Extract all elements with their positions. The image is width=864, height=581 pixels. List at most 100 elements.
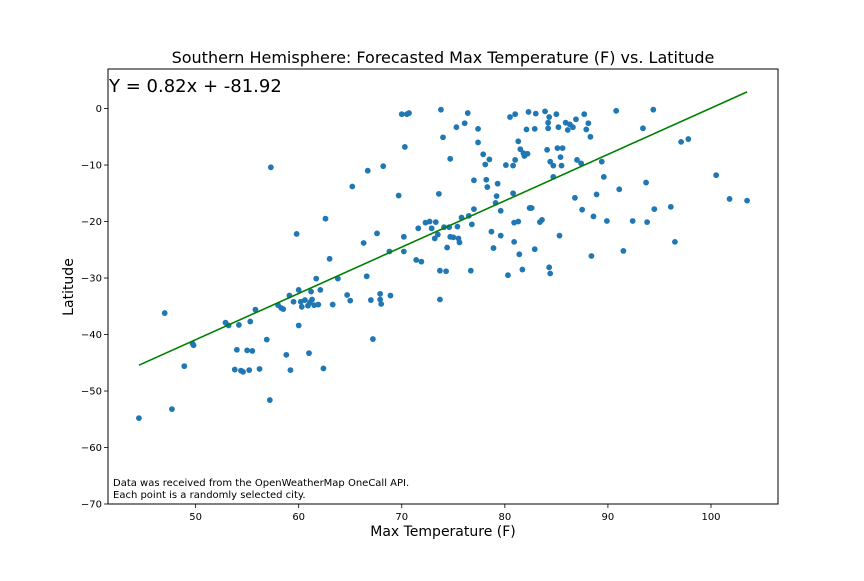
data-point xyxy=(453,124,460,131)
data-point xyxy=(247,318,254,325)
data-point xyxy=(444,244,451,251)
data-point xyxy=(456,239,463,246)
data-point xyxy=(497,232,504,239)
data-point xyxy=(546,114,553,120)
data-point xyxy=(678,138,685,145)
data-point xyxy=(515,218,522,225)
y-tick-label: −10 xyxy=(81,161,102,172)
data-point xyxy=(244,347,251,354)
data-point xyxy=(374,230,380,237)
annotation-line-1: Data was received from the OpenWeatherMa… xyxy=(113,478,409,489)
data-point xyxy=(644,219,650,226)
data-point xyxy=(512,111,519,118)
data-point xyxy=(517,146,524,153)
data-point xyxy=(713,172,720,179)
x-axis-label: Max Temperature (F) xyxy=(370,524,516,540)
data-point xyxy=(181,363,188,370)
data-point xyxy=(450,234,457,241)
data-point xyxy=(256,366,263,372)
regression-line xyxy=(138,91,748,366)
data-point xyxy=(511,238,518,245)
data-point xyxy=(431,235,438,242)
data-point xyxy=(236,322,242,328)
data-point xyxy=(440,134,446,141)
data-point xyxy=(471,206,477,213)
data-point xyxy=(559,145,566,151)
data-point xyxy=(480,151,487,158)
data-point xyxy=(539,216,545,223)
data-point xyxy=(603,218,610,224)
data-point xyxy=(395,192,402,199)
data-point xyxy=(523,126,530,133)
data-point xyxy=(280,306,287,312)
y-tick-label: −20 xyxy=(81,217,102,228)
axes-frame xyxy=(107,68,779,505)
data-point xyxy=(329,301,336,308)
data-point xyxy=(464,110,471,116)
data-point xyxy=(437,296,443,303)
data-point xyxy=(486,156,493,163)
data-point xyxy=(370,336,376,342)
data-point xyxy=(600,174,607,180)
data-point xyxy=(363,273,370,280)
data-point xyxy=(475,125,481,132)
data-point xyxy=(426,218,433,225)
data-point xyxy=(574,157,580,163)
data-point xyxy=(344,292,351,298)
x-tick-label: 100 xyxy=(701,512,720,523)
data-point xyxy=(581,111,588,118)
data-point xyxy=(301,297,308,303)
data-point xyxy=(467,267,474,274)
data-point xyxy=(546,264,553,271)
chart-title: Southern Hemisphere: Forecasted Max Temp… xyxy=(172,48,715,67)
data-point xyxy=(377,290,384,297)
data-point xyxy=(483,176,490,183)
data-point xyxy=(315,301,322,308)
data-point xyxy=(249,348,256,354)
data-point xyxy=(266,397,273,403)
data-point xyxy=(516,251,523,258)
data-point xyxy=(585,120,592,127)
data-point xyxy=(505,272,511,279)
data-point xyxy=(528,205,535,211)
data-point xyxy=(510,190,516,197)
data-point xyxy=(593,191,600,198)
data-point xyxy=(233,346,240,353)
data-point xyxy=(293,231,300,237)
data-point xyxy=(471,177,477,184)
data-point xyxy=(475,139,481,146)
data-point xyxy=(519,266,526,273)
data-point xyxy=(525,109,532,115)
y-tick-label: −30 xyxy=(81,274,102,285)
data-point xyxy=(629,218,636,224)
data-point xyxy=(380,163,387,170)
regression-line-group xyxy=(138,91,748,366)
data-point xyxy=(493,193,500,200)
x-tick-label: 50 xyxy=(189,512,202,523)
data-point xyxy=(347,297,354,304)
data-point xyxy=(616,186,623,193)
y-axis-label: Latitude xyxy=(61,258,77,316)
data-point xyxy=(400,233,407,240)
data-point xyxy=(510,162,516,169)
data-point xyxy=(378,301,385,307)
data-point xyxy=(590,213,597,220)
data-point xyxy=(497,207,504,214)
y-tick-label: −40 xyxy=(81,330,102,341)
data-point xyxy=(267,164,274,171)
data-point xyxy=(651,206,658,213)
data-point xyxy=(547,158,554,165)
data-point xyxy=(547,270,554,277)
y-tick-label: 0 xyxy=(96,104,102,115)
data-point xyxy=(406,110,412,116)
data-point xyxy=(672,238,678,245)
data-point xyxy=(726,196,733,202)
data-point xyxy=(367,297,374,303)
data-point xyxy=(161,310,168,316)
data-point xyxy=(512,157,519,163)
data-point xyxy=(558,162,565,169)
x-tick-label: 90 xyxy=(602,512,615,523)
data-point xyxy=(484,184,491,190)
data-point xyxy=(317,286,324,293)
data-point xyxy=(295,286,302,293)
